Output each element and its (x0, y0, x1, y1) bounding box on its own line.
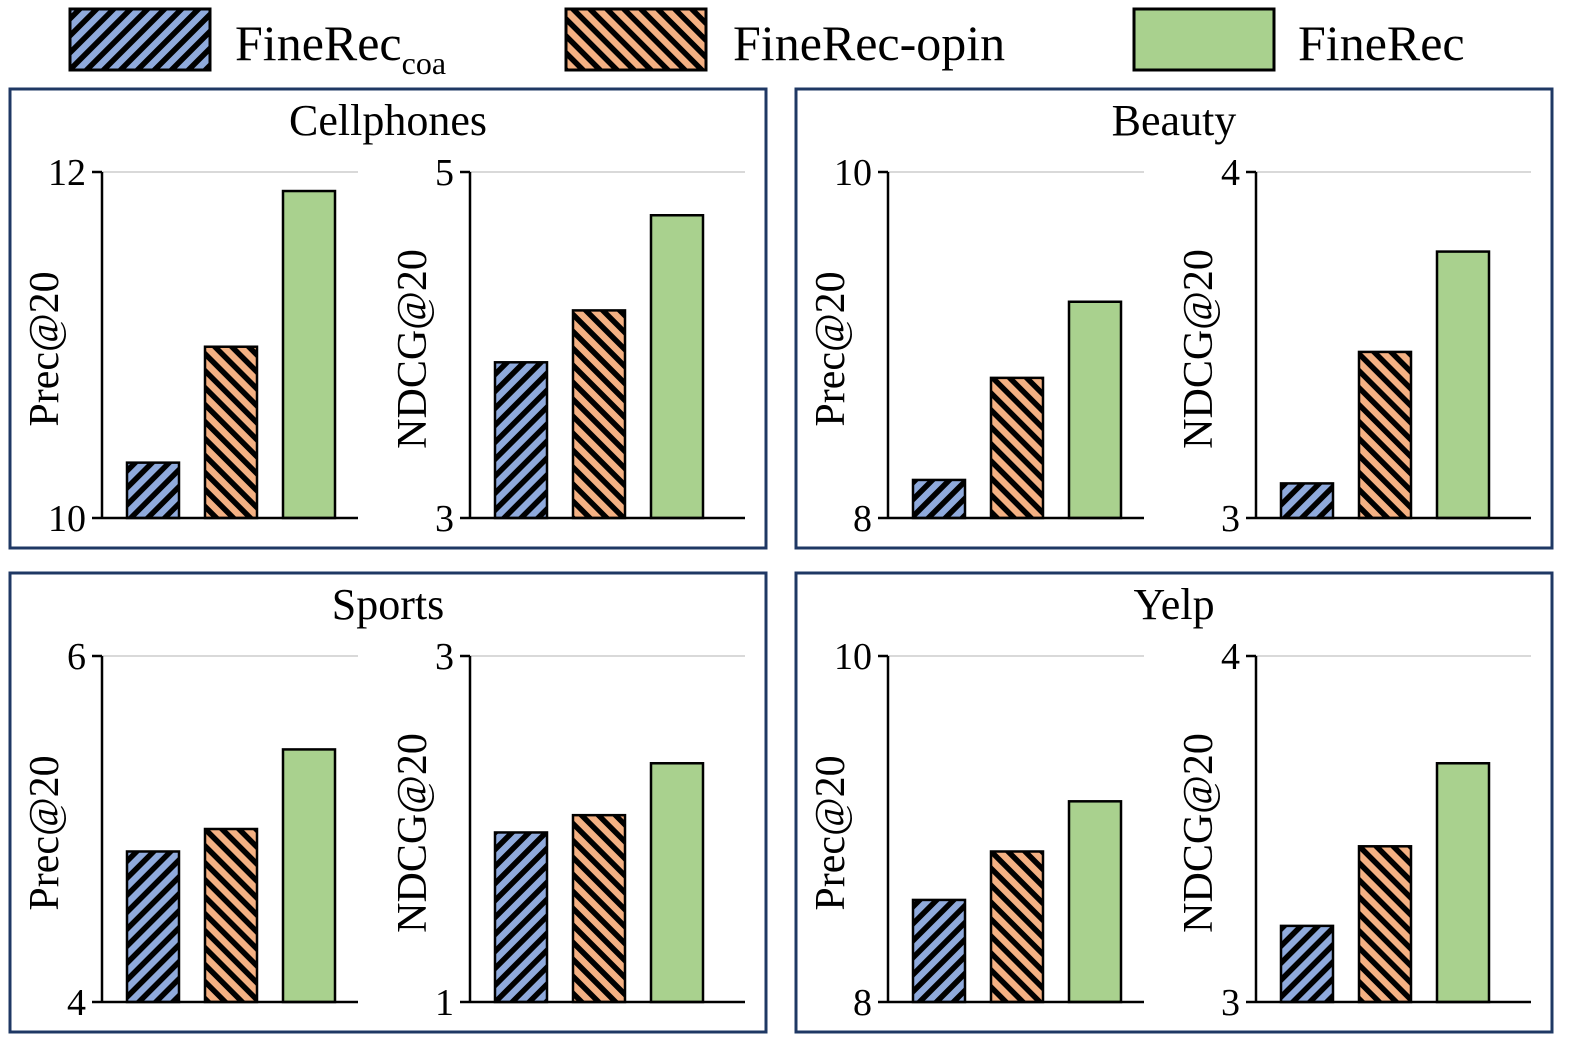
chart-cellphones-ndcg: 5 3 NDCG@20 (390, 152, 745, 540)
bar-yelp-prec-finerec-opin (989, 850, 1045, 1004)
y-axis-label-yelp-ndcg: NDCG@20 (1176, 733, 1222, 933)
chart-sports-prec: 6 4 Prec@20 (22, 636, 358, 1024)
bar-sports-prec-finerec-opin (203, 827, 259, 1004)
y-axis-label-beauty-prec: Prec@20 (808, 271, 854, 426)
y-axis-label-beauty-ndcg: NDCG@20 (1176, 249, 1222, 449)
bar-cellphones-ndcg-finerec-coa (493, 361, 549, 520)
y-tick-label-max-sports-ndcg: 3 (435, 636, 454, 678)
y-tick-label-min-cellphones-ndcg: 3 (435, 498, 454, 540)
bar-yelp-prec-finerec (1067, 800, 1123, 1004)
legend-swatch-finerec-opin (564, 7, 708, 72)
y-tick-label-min-sports-ndcg: 1 (435, 982, 454, 1024)
legend-label-finerec-coa: FineReccoa (235, 15, 446, 81)
panel-title-yelp: Yelp (1133, 580, 1214, 629)
legend-swatch-finerec (1132, 7, 1276, 72)
chart-yelp-prec: 10 8 Prec@20 (808, 636, 1144, 1024)
bar-yelp-prec-finerec-coa (911, 898, 967, 1004)
y-tick-label-max-beauty-prec: 10 (834, 152, 872, 194)
y-tick-label-min-yelp-ndcg: 3 (1221, 982, 1240, 1024)
y-tick-label-max-sports-prec: 6 (67, 636, 86, 678)
bar-cellphones-prec-finerec (281, 189, 337, 520)
chart-cellphones-prec: 12 10 Prec@20 (22, 152, 358, 540)
legend-label-subscript: coa (402, 45, 446, 81)
legend-label-finerec: FineRec (1298, 15, 1465, 71)
y-tick-label-min-beauty-prec: 8 (853, 498, 872, 540)
bar-beauty-ndcg-finerec-opin (1357, 350, 1413, 520)
panel-title-sports: Sports (332, 580, 444, 629)
y-axis-label-cellphones-ndcg: NDCG@20 (390, 249, 436, 449)
y-tick-label-max-cellphones-ndcg: 5 (435, 152, 454, 194)
bar-beauty-prec-finerec-coa (911, 478, 967, 520)
bar-cellphones-prec-finerec-coa (125, 461, 181, 520)
y-axis-label-cellphones-prec: Prec@20 (22, 271, 68, 426)
legend-swatch-finerec-coa (68, 7, 212, 72)
bar-yelp-ndcg-finerec (1435, 762, 1491, 1004)
panel-title-beauty: Beauty (1112, 96, 1237, 145)
y-tick-label-min-beauty-ndcg: 3 (1221, 498, 1240, 540)
bar-beauty-ndcg-finerec-coa (1279, 482, 1335, 520)
y-tick-label-min-sports-prec: 4 (67, 982, 86, 1024)
bar-yelp-ndcg-finerec-coa (1279, 924, 1335, 1004)
y-axis-label-yelp-prec: Prec@20 (808, 755, 854, 910)
bar-beauty-prec-finerec-opin (989, 376, 1045, 520)
bar-yelp-ndcg-finerec-opin (1357, 845, 1413, 1004)
bar-sports-prec-finerec (281, 748, 337, 1004)
bar-beauty-ndcg-finerec (1435, 250, 1491, 520)
charts-layer: 12 10 Prec@20 5 3 NDCG@20 10 8 Prec@20 4 3 NDCG@20 6… (22, 152, 1531, 1024)
y-tick-label-max-beauty-ndcg: 4 (1221, 152, 1240, 194)
chart-beauty-ndcg: 4 3 NDCG@20 (1176, 152, 1531, 540)
panel-frame-beauty (794, 87, 1554, 550)
legend-item-finerec-opin: FineRec-opin (564, 7, 1005, 72)
y-tick-label-max-yelp-ndcg: 4 (1221, 636, 1240, 678)
legend-item-finerec: FineRec (1132, 7, 1465, 72)
legend-item-finerec-coa: FineReccoa (68, 7, 446, 81)
chart-sports-ndcg: 3 1 NDCG@20 (390, 636, 745, 1024)
chart-beauty-prec: 10 8 Prec@20 (808, 152, 1144, 540)
bar-cellphones-ndcg-finerec-opin (571, 309, 627, 520)
legend-label-main: FineRec (235, 15, 402, 71)
legend-label-finerec-opin: FineRec-opin (733, 15, 1005, 71)
bar-sports-ndcg-finerec-coa (493, 831, 549, 1004)
y-tick-label-max-yelp-prec: 10 (834, 636, 872, 678)
bar-sports-prec-finerec-coa (125, 850, 181, 1004)
bar-beauty-prec-finerec (1067, 300, 1123, 520)
panel-frame-sports (8, 571, 768, 1034)
panel-frame-yelp (794, 571, 1554, 1034)
bar-sports-ndcg-finerec-opin (571, 813, 627, 1004)
bar-sports-ndcg-finerec (649, 762, 705, 1004)
y-tick-label-min-yelp-prec: 8 (853, 982, 872, 1024)
y-tick-label-max-cellphones-prec: 12 (48, 152, 86, 194)
panel-frame-cellphones (8, 87, 768, 550)
bar-cellphones-prec-finerec-opin (203, 345, 259, 520)
y-axis-label-sports-ndcg: NDCG@20 (390, 733, 436, 933)
y-axis-label-sports-prec: Prec@20 (22, 755, 68, 910)
y-tick-label-min-cellphones-prec: 10 (48, 498, 86, 540)
bar-cellphones-ndcg-finerec (649, 214, 705, 520)
legend: FineReccoa FineRec-opin FineRec (68, 7, 1465, 81)
panel-title-cellphones: Cellphones (289, 96, 487, 145)
chart-yelp-ndcg: 4 3 NDCG@20 (1176, 636, 1531, 1024)
